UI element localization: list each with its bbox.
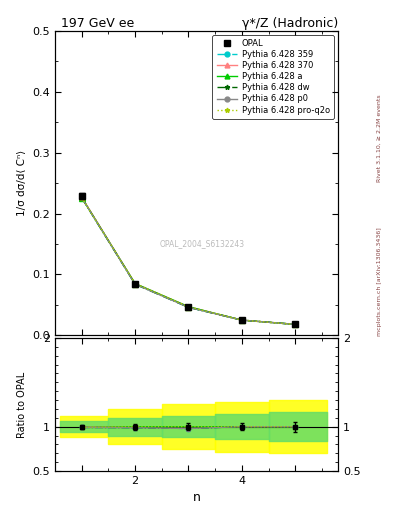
Pythia 6.428 a bbox=[293, 322, 298, 328]
Y-axis label: 1/σ dσ/d⟨ Cⁿ⟩: 1/σ dσ/d⟨ Cⁿ⟩ bbox=[17, 150, 27, 216]
Pythia 6.428 359 bbox=[239, 317, 244, 323]
Pythia 6.428 dw bbox=[133, 281, 138, 287]
Legend: OPAL, Pythia 6.428 359, Pythia 6.428 370, Pythia 6.428 a, Pythia 6.428 dw, Pythi: OPAL, Pythia 6.428 359, Pythia 6.428 370… bbox=[212, 35, 334, 119]
Pythia 6.428 p0 bbox=[293, 322, 298, 328]
Text: γ*/Z (Hadronic): γ*/Z (Hadronic) bbox=[242, 16, 338, 30]
Pythia 6.428 a bbox=[133, 281, 138, 287]
Y-axis label: Ratio to OPAL: Ratio to OPAL bbox=[17, 371, 27, 438]
Pythia 6.428 359 bbox=[79, 195, 84, 201]
Pythia 6.428 a bbox=[186, 304, 191, 310]
Pythia 6.428 dw bbox=[239, 317, 244, 323]
Pythia 6.428 dw bbox=[186, 304, 191, 310]
Line: Pythia 6.428 a: Pythia 6.428 a bbox=[79, 195, 298, 327]
Text: OPAL_2004_S6132243: OPAL_2004_S6132243 bbox=[160, 240, 245, 248]
Pythia 6.428 a bbox=[79, 195, 84, 201]
Pythia 6.428 370 bbox=[133, 281, 138, 287]
Pythia 6.428 p0 bbox=[239, 317, 244, 323]
Pythia 6.428 dw bbox=[79, 195, 84, 201]
Pythia 6.428 p0 bbox=[186, 304, 191, 310]
Pythia 6.428 pro-q2o bbox=[293, 322, 298, 328]
Pythia 6.428 a bbox=[239, 317, 244, 323]
Line: Pythia 6.428 359: Pythia 6.428 359 bbox=[80, 196, 298, 327]
Line: Pythia 6.428 370: Pythia 6.428 370 bbox=[79, 194, 298, 327]
Text: Rivet 3.1.10, ≥ 2.2M events: Rivet 3.1.10, ≥ 2.2M events bbox=[377, 94, 382, 182]
Pythia 6.428 pro-q2o bbox=[133, 281, 138, 287]
Text: 197 GeV ee: 197 GeV ee bbox=[61, 16, 134, 30]
Pythia 6.428 370 bbox=[293, 322, 298, 328]
Pythia 6.428 pro-q2o bbox=[186, 304, 191, 310]
Line: Pythia 6.428 dw: Pythia 6.428 dw bbox=[79, 195, 298, 327]
X-axis label: n: n bbox=[193, 492, 200, 504]
Line: Pythia 6.428 pro-q2o: Pythia 6.428 pro-q2o bbox=[79, 195, 298, 327]
Pythia 6.428 370 bbox=[186, 304, 191, 310]
Pythia 6.428 370 bbox=[239, 317, 244, 323]
Pythia 6.428 359 bbox=[293, 322, 298, 328]
Text: mcplots.cern.ch [arXiv:1306.3436]: mcplots.cern.ch [arXiv:1306.3436] bbox=[377, 227, 382, 336]
Pythia 6.428 370 bbox=[79, 194, 84, 200]
Pythia 6.428 p0 bbox=[79, 195, 84, 201]
Pythia 6.428 pro-q2o bbox=[239, 317, 244, 323]
Pythia 6.428 dw bbox=[293, 322, 298, 328]
Pythia 6.428 pro-q2o bbox=[79, 195, 84, 201]
Line: Pythia 6.428 p0: Pythia 6.428 p0 bbox=[80, 196, 298, 327]
Pythia 6.428 359 bbox=[133, 281, 138, 287]
Pythia 6.428 359 bbox=[186, 304, 191, 310]
Pythia 6.428 p0 bbox=[133, 281, 138, 287]
